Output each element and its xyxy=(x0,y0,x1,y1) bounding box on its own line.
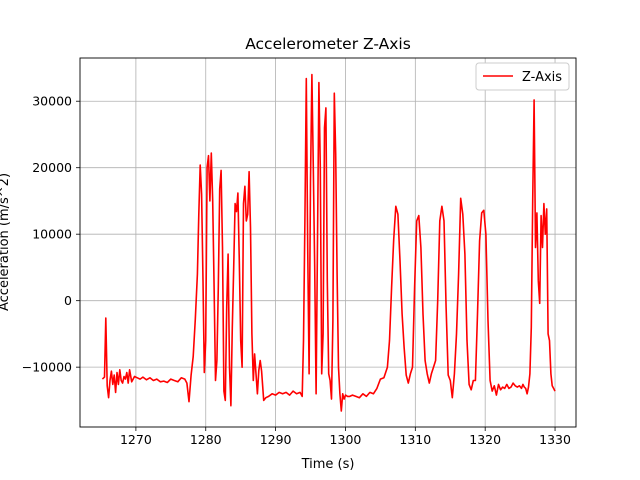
legend-label-z-axis: Z-Axis xyxy=(522,70,562,85)
plot-frame xyxy=(79,57,577,428)
x-tick-label: 1320 xyxy=(469,432,501,447)
x-tick-label: 1280 xyxy=(190,432,222,447)
chart-title: Accelerometer Z-Axis xyxy=(245,35,411,53)
x-axis-label: Time (s) xyxy=(301,457,355,472)
series-line-z-axis xyxy=(101,73,556,412)
y-tick-label: 20000 xyxy=(32,160,72,175)
legend-box xyxy=(475,62,570,91)
y-tick-label: 0 xyxy=(64,293,72,308)
x-tick-label: 1310 xyxy=(399,432,431,447)
x-tick-label: 1300 xyxy=(330,432,362,447)
x-tick-label: 1330 xyxy=(539,432,571,447)
y-tick-label: −10000 xyxy=(22,360,72,375)
tick-marks xyxy=(76,100,556,431)
series-layer xyxy=(101,73,556,412)
y-axis-label: Acceleration (m/s^2) xyxy=(0,173,12,311)
y-tick-label: 10000 xyxy=(32,227,72,242)
x-tick-label: 1270 xyxy=(120,432,152,447)
tick-labels: 1270 1280 1290 1300 1310 1320 1330 −10000 0 10000… xyxy=(22,94,571,447)
legend: Z-Axis xyxy=(475,62,570,91)
y-tick-label: 30000 xyxy=(32,94,72,109)
x-tick-label: 1290 xyxy=(260,432,292,447)
